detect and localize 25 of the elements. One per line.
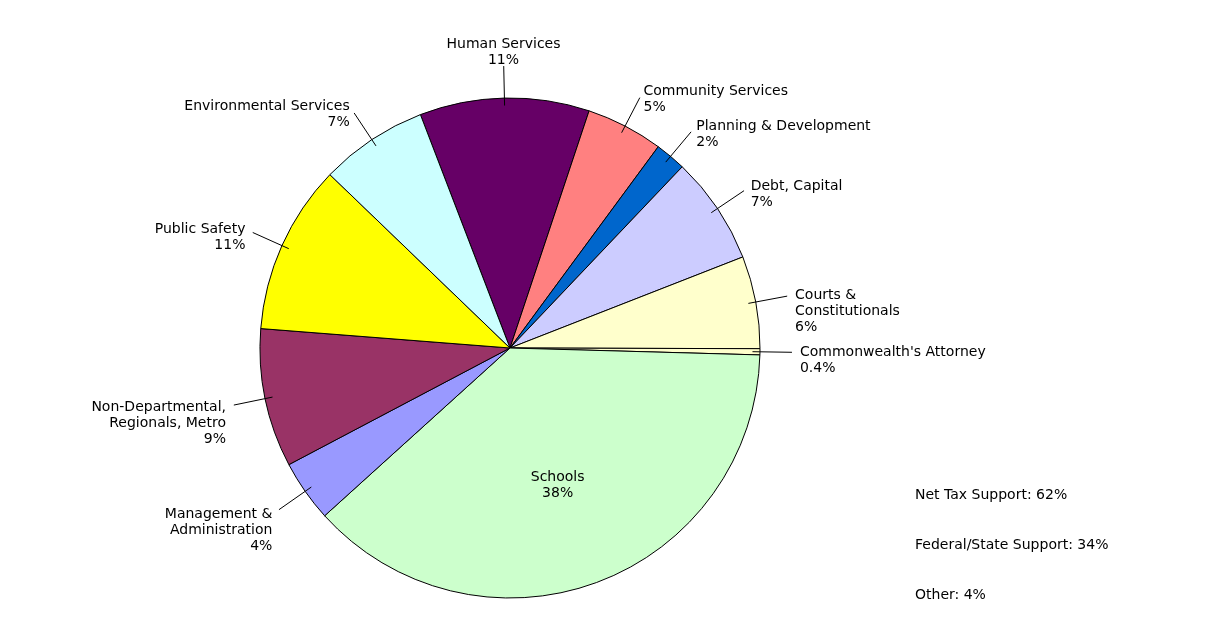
data-label: 5%	[643, 97, 666, 114]
data-label: 2%	[696, 132, 719, 149]
text: Net Tax Support: 62%	[915, 486, 1068, 502]
slice-label: Public Safety	[154, 220, 246, 237]
slice-label: Management & Administration	[164, 505, 273, 538]
data-label: 38%	[542, 483, 574, 500]
slice-label: Planning & Development	[696, 116, 872, 133]
slice-label: Commonwealth's Attorney	[799, 343, 986, 360]
data-label: 11%	[214, 236, 246, 253]
slice-label: Human Services	[446, 35, 561, 52]
slice-label: Debt, Capital	[750, 177, 843, 194]
data-label: 11%	[487, 51, 520, 68]
text: Other: 4%	[915, 586, 986, 602]
slice-label: Community Services	[643, 81, 788, 98]
slice-label: Environmental Services	[184, 97, 350, 114]
data-label: 4%	[250, 537, 273, 554]
slice-label: Schools	[530, 467, 585, 484]
slice-label: Non-Departmental, Regionals, Metro	[91, 397, 226, 430]
data-label: 6%	[795, 317, 818, 334]
text: Federal/State Support: 34%	[915, 536, 1109, 552]
slice-label: Courts & Constitutionals	[795, 285, 900, 318]
data-label: 0.4%	[799, 359, 836, 376]
data-label: 9%	[203, 429, 226, 446]
data-label: 7%	[327, 113, 350, 130]
data-label: 7%	[750, 193, 773, 210]
